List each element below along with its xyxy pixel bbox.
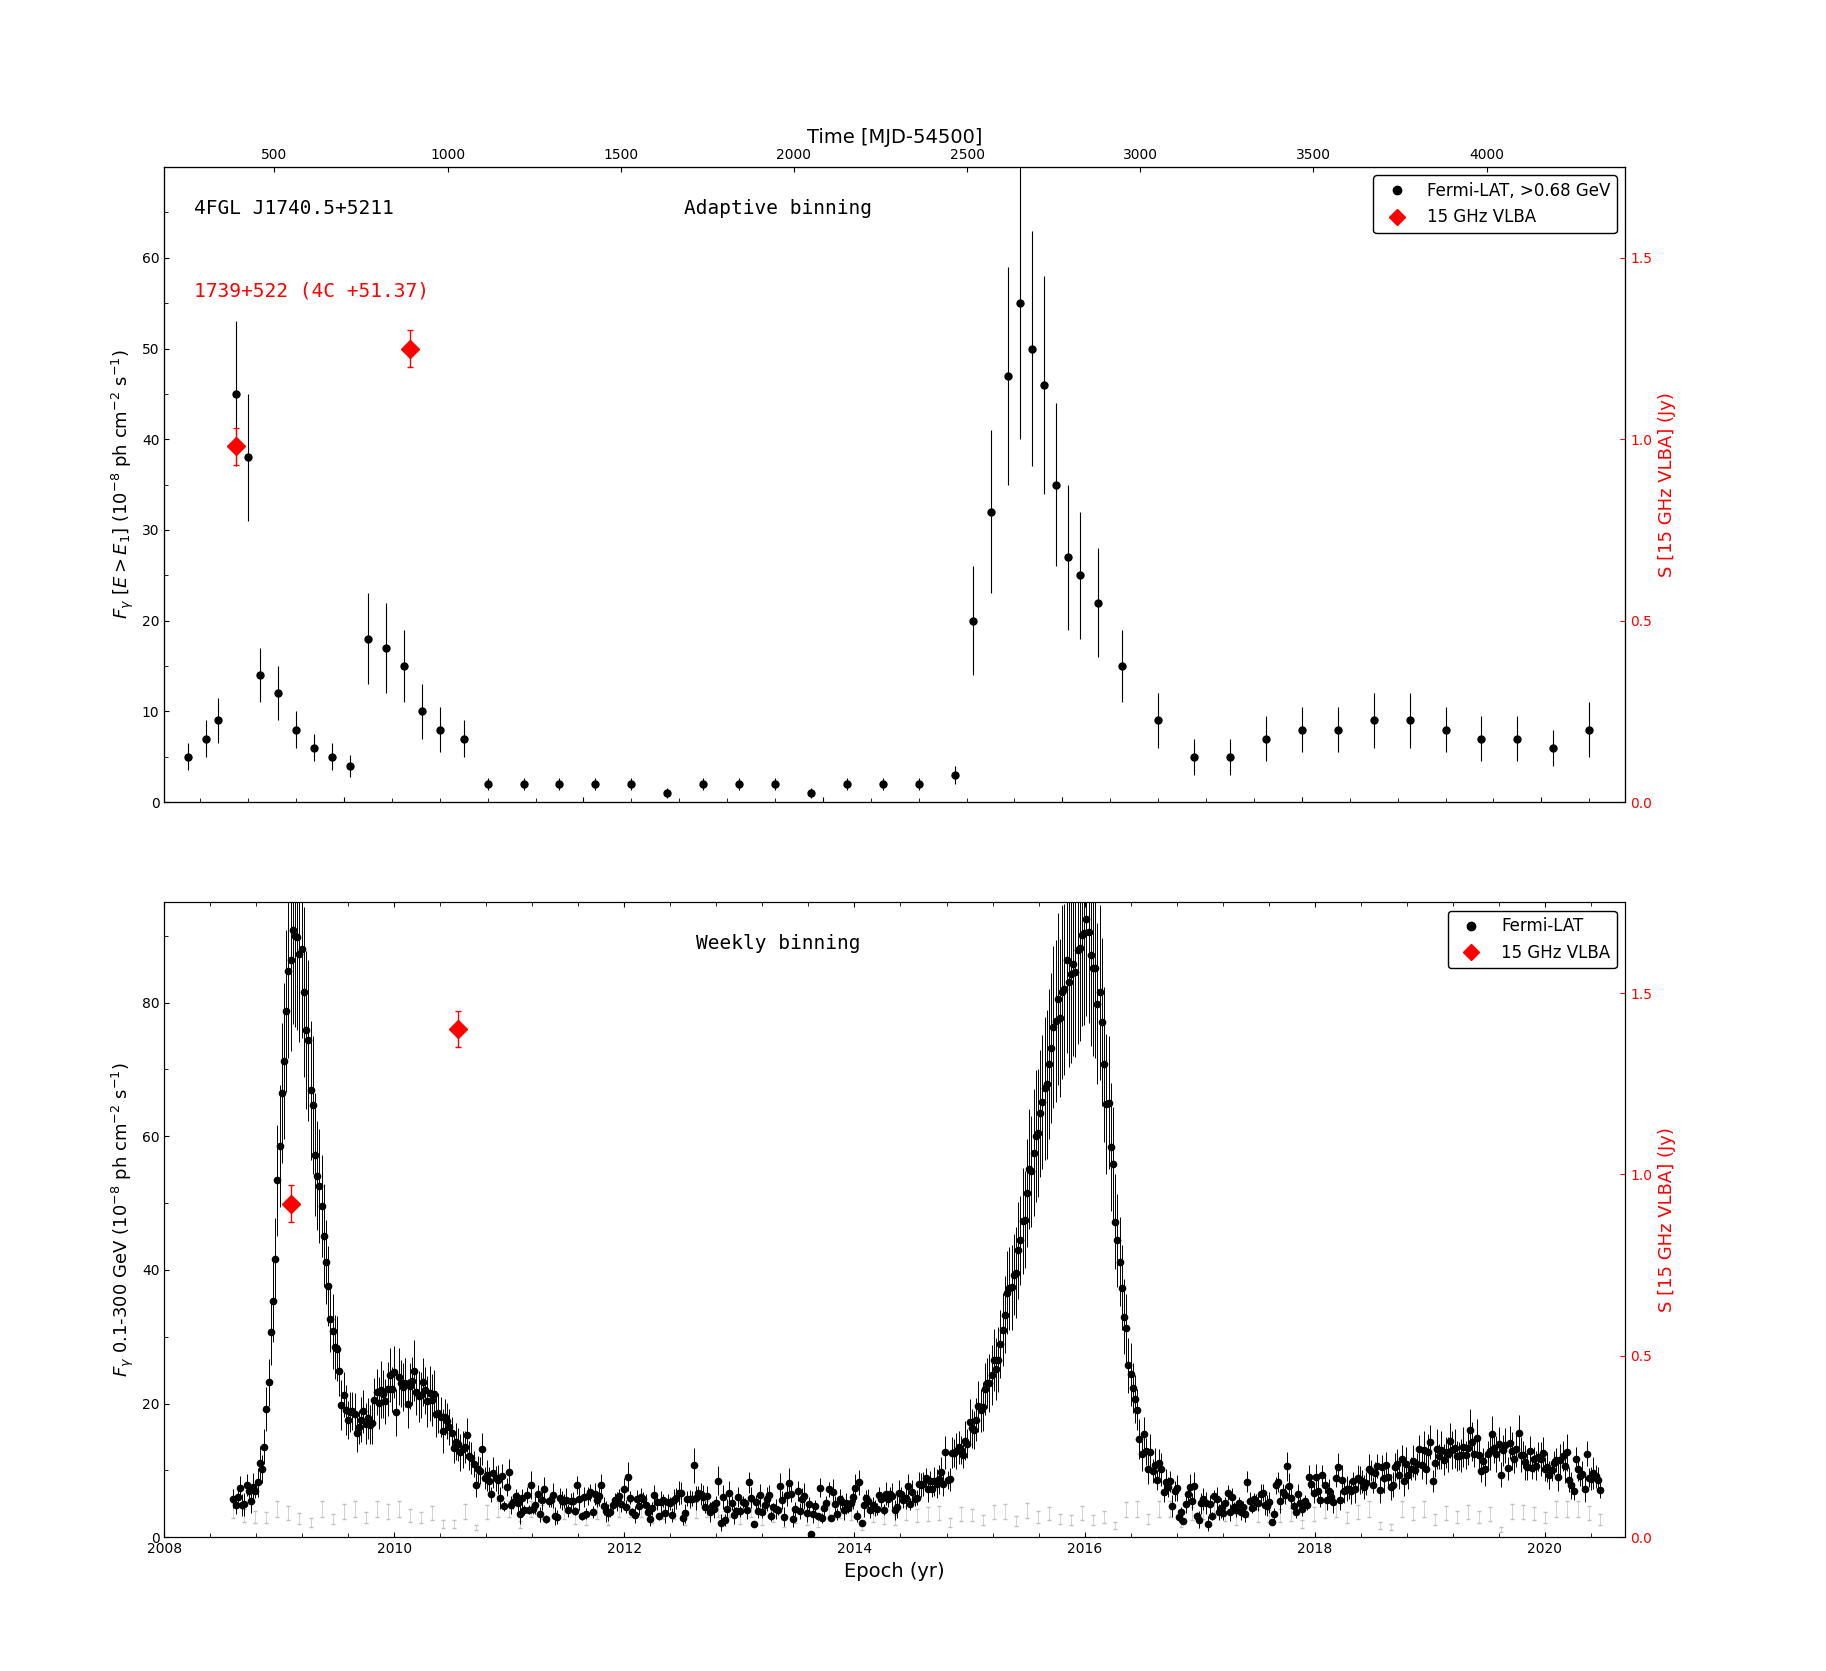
Y-axis label: $F_\gamma\ 0.1\text{-}300\ \mathrm{GeV}\ (10^{-8}\ \mathrm{ph\ cm^{-2}\ s^{-1}}): $F_\gamma\ 0.1\text{-}300\ \mathrm{GeV}\… (110, 1063, 137, 1377)
Y-axis label: $F_\gamma\ [E>E_1]\ (10^{-8}\ \mathrm{ph\ cm^{-2}\ s^{-1}})$: $F_\gamma\ [E>E_1]\ (10^{-8}\ \mathrm{ph… (110, 349, 137, 620)
Legend: Fermi-LAT, 15 GHz VLBA: Fermi-LAT, 15 GHz VLBA (1448, 911, 1616, 968)
Text: Adaptive binning: Adaptive binning (685, 199, 871, 217)
Y-axis label: S [15 GHz VLBA] (Jy): S [15 GHz VLBA] (Jy) (1658, 1128, 1676, 1312)
Text: 1739+522 (4C +51.37): 1739+522 (4C +51.37) (194, 281, 429, 301)
X-axis label: Time [MJD-54500]: Time [MJD-54500] (807, 127, 982, 147)
Text: 4FGL J1740.5+5211: 4FGL J1740.5+5211 (194, 199, 393, 217)
X-axis label: Epoch (yr): Epoch (yr) (844, 1562, 946, 1581)
Text: Weekly binning: Weekly binning (696, 934, 860, 952)
Legend: Fermi-LAT, >0.68 GeV, 15 GHz VLBA: Fermi-LAT, >0.68 GeV, 15 GHz VLBA (1373, 175, 1616, 232)
Y-axis label: S [15 GHz VLBA] (Jy): S [15 GHz VLBA] (Jy) (1658, 393, 1676, 576)
